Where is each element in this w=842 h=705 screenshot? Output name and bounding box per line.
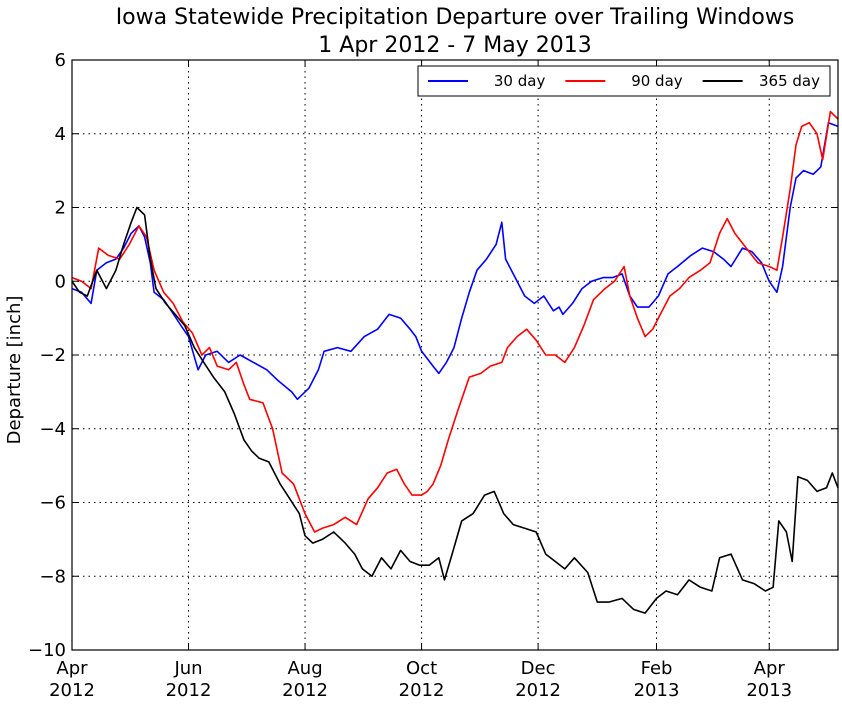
x-tick-label-month: Apr <box>56 658 88 679</box>
x-tick-label-year: 2013 <box>634 680 680 700</box>
x-tick-label-month: Oct <box>406 658 437 679</box>
chart-subtitle: 1 Apr 2012 - 7 May 2013 <box>318 33 591 58</box>
y-tick-label: −10 <box>28 640 66 661</box>
y-tick-label: 0 <box>55 271 66 292</box>
y-tick-label: 6 <box>55 50 66 71</box>
legend-label: 90 day <box>631 72 683 90</box>
series-lines <box>71 110 839 614</box>
y-tick-label: 4 <box>55 124 66 145</box>
y-tick-label: −8 <box>39 566 66 587</box>
x-tick-label-year: 2012 <box>399 680 445 700</box>
legend-box <box>417 65 831 97</box>
x-tick-label-month: Apr <box>754 658 786 679</box>
legend-label: 30 day <box>494 72 546 90</box>
x-tick-label-year: 2012 <box>166 680 212 700</box>
legend-label: 365 day <box>759 72 820 90</box>
series-line-30-day <box>71 121 839 401</box>
chart-title: Iowa Statewide Precipitation Departure o… <box>116 5 795 30</box>
series-line-365-day <box>71 206 839 614</box>
y-axis-label: Departure [inch] <box>4 296 25 445</box>
y-tick-label: −6 <box>39 493 66 514</box>
y-tick-label: −4 <box>39 419 66 440</box>
axis-ticks: 6420−2−4−6−8−10Apr2012Jun2012Aug2012Oct2… <box>28 50 838 701</box>
x-tick-label-year: 2012 <box>515 680 561 700</box>
series-line-90-day <box>71 110 839 533</box>
y-tick-label: 2 <box>55 198 66 219</box>
x-tick-label-year: 2012 <box>49 680 95 700</box>
legend: 30 day 90 day 365 day <box>417 65 831 97</box>
x-tick-label-month: Aug <box>287 658 322 679</box>
x-tick-label-month: Dec <box>521 658 556 679</box>
x-tick-label-month: Jun <box>173 658 202 679</box>
x-tick-label-month: Feb <box>641 658 673 679</box>
x-tick-label-year: 2012 <box>282 680 328 700</box>
grid <box>72 60 838 650</box>
y-tick-label: −2 <box>39 345 66 366</box>
x-tick-label-year: 2013 <box>746 680 792 700</box>
plot-frame <box>71 59 839 651</box>
